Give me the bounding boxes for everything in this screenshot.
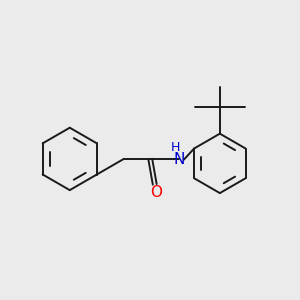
Text: N: N [173, 152, 185, 166]
Text: H: H [170, 141, 180, 154]
Text: O: O [150, 185, 162, 200]
